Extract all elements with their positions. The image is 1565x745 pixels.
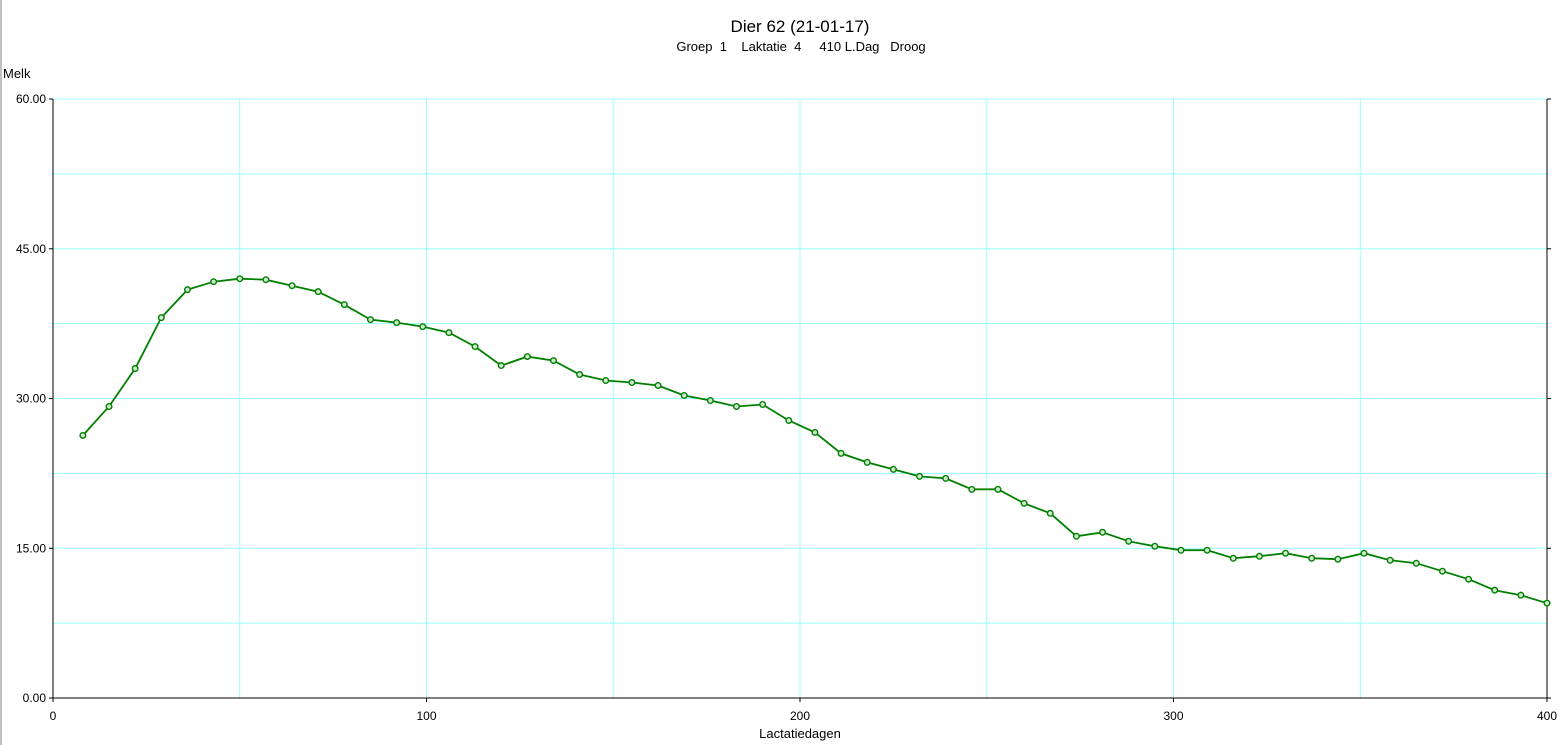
x-tick-label: 100 xyxy=(416,709,436,723)
x-tick-label: 300 xyxy=(1163,709,1183,723)
data-point xyxy=(1438,567,1446,575)
data-point xyxy=(1360,549,1368,557)
data-point xyxy=(1125,537,1133,545)
data-point xyxy=(1020,499,1028,507)
data-point xyxy=(654,382,662,390)
data-point xyxy=(759,400,767,408)
data-point xyxy=(366,316,374,324)
axes xyxy=(49,98,1551,702)
chart-title: Dier 62 (21-01-17) xyxy=(731,17,870,36)
data-point xyxy=(1465,575,1473,583)
data-point xyxy=(210,278,218,286)
tick-labels: 0.00 15.00 30.00 45.00 60.00 0 100 200 300 400 xyxy=(16,92,1557,723)
data-point xyxy=(942,474,950,482)
data-point xyxy=(1151,542,1159,550)
y-tick-label: 30.00 xyxy=(16,392,46,406)
data-point xyxy=(889,465,897,473)
y-tick-label: 45.00 xyxy=(16,242,46,256)
data-point xyxy=(837,449,845,457)
y-tick-label: 0.00 xyxy=(23,691,47,705)
data-point xyxy=(1412,559,1420,567)
data-point xyxy=(811,428,819,436)
x-tick-label: 200 xyxy=(790,709,810,723)
data-point xyxy=(706,396,714,404)
data-point xyxy=(262,276,270,284)
y-tick-label: 15.00 xyxy=(16,541,46,555)
data-point xyxy=(1229,554,1237,562)
data-point xyxy=(236,275,244,283)
data-point xyxy=(968,485,976,493)
data-series xyxy=(79,275,1551,607)
data-point xyxy=(183,286,191,294)
x-axis-label: Lactatiedagen xyxy=(759,726,841,741)
data-point xyxy=(340,301,348,309)
y-tick-label: 60.00 xyxy=(16,92,46,106)
data-point xyxy=(419,323,427,331)
data-point xyxy=(1517,591,1525,599)
data-point xyxy=(1543,599,1551,607)
data-point xyxy=(1282,549,1290,557)
x-tick-label: 0 xyxy=(50,709,57,723)
data-point xyxy=(1491,586,1499,594)
data-point xyxy=(1308,554,1316,562)
grid-lines xyxy=(53,98,1547,698)
data-point xyxy=(1203,546,1211,554)
data-point xyxy=(471,343,479,351)
data-point xyxy=(994,485,1002,493)
data-point xyxy=(1072,532,1080,540)
data-point xyxy=(602,377,610,385)
data-point xyxy=(1255,552,1263,560)
data-point xyxy=(549,357,557,365)
data-point xyxy=(288,282,296,290)
data-point xyxy=(1046,509,1054,517)
data-point xyxy=(785,416,793,424)
data-point xyxy=(393,319,401,327)
chart-subtitle: Groep 1 Laktatie 4 410 L.Dag Droog xyxy=(676,39,925,54)
data-point xyxy=(628,379,636,387)
data-point xyxy=(445,329,453,337)
x-tick-label: 400 xyxy=(1537,709,1557,723)
data-point xyxy=(916,472,924,480)
data-point xyxy=(523,353,531,361)
data-point xyxy=(1177,546,1185,554)
y-axis-label: Melk xyxy=(3,66,31,81)
data-point xyxy=(79,431,87,439)
data-point xyxy=(576,371,584,379)
data-point xyxy=(680,392,688,400)
data-point xyxy=(314,288,322,296)
data-point xyxy=(1334,555,1342,563)
data-point xyxy=(733,402,741,410)
data-point xyxy=(1386,556,1394,564)
data-point xyxy=(157,314,165,322)
data-point xyxy=(1099,528,1107,536)
data-point xyxy=(497,362,505,370)
data-point xyxy=(105,402,113,410)
data-point xyxy=(863,458,871,466)
data-point xyxy=(131,365,139,373)
